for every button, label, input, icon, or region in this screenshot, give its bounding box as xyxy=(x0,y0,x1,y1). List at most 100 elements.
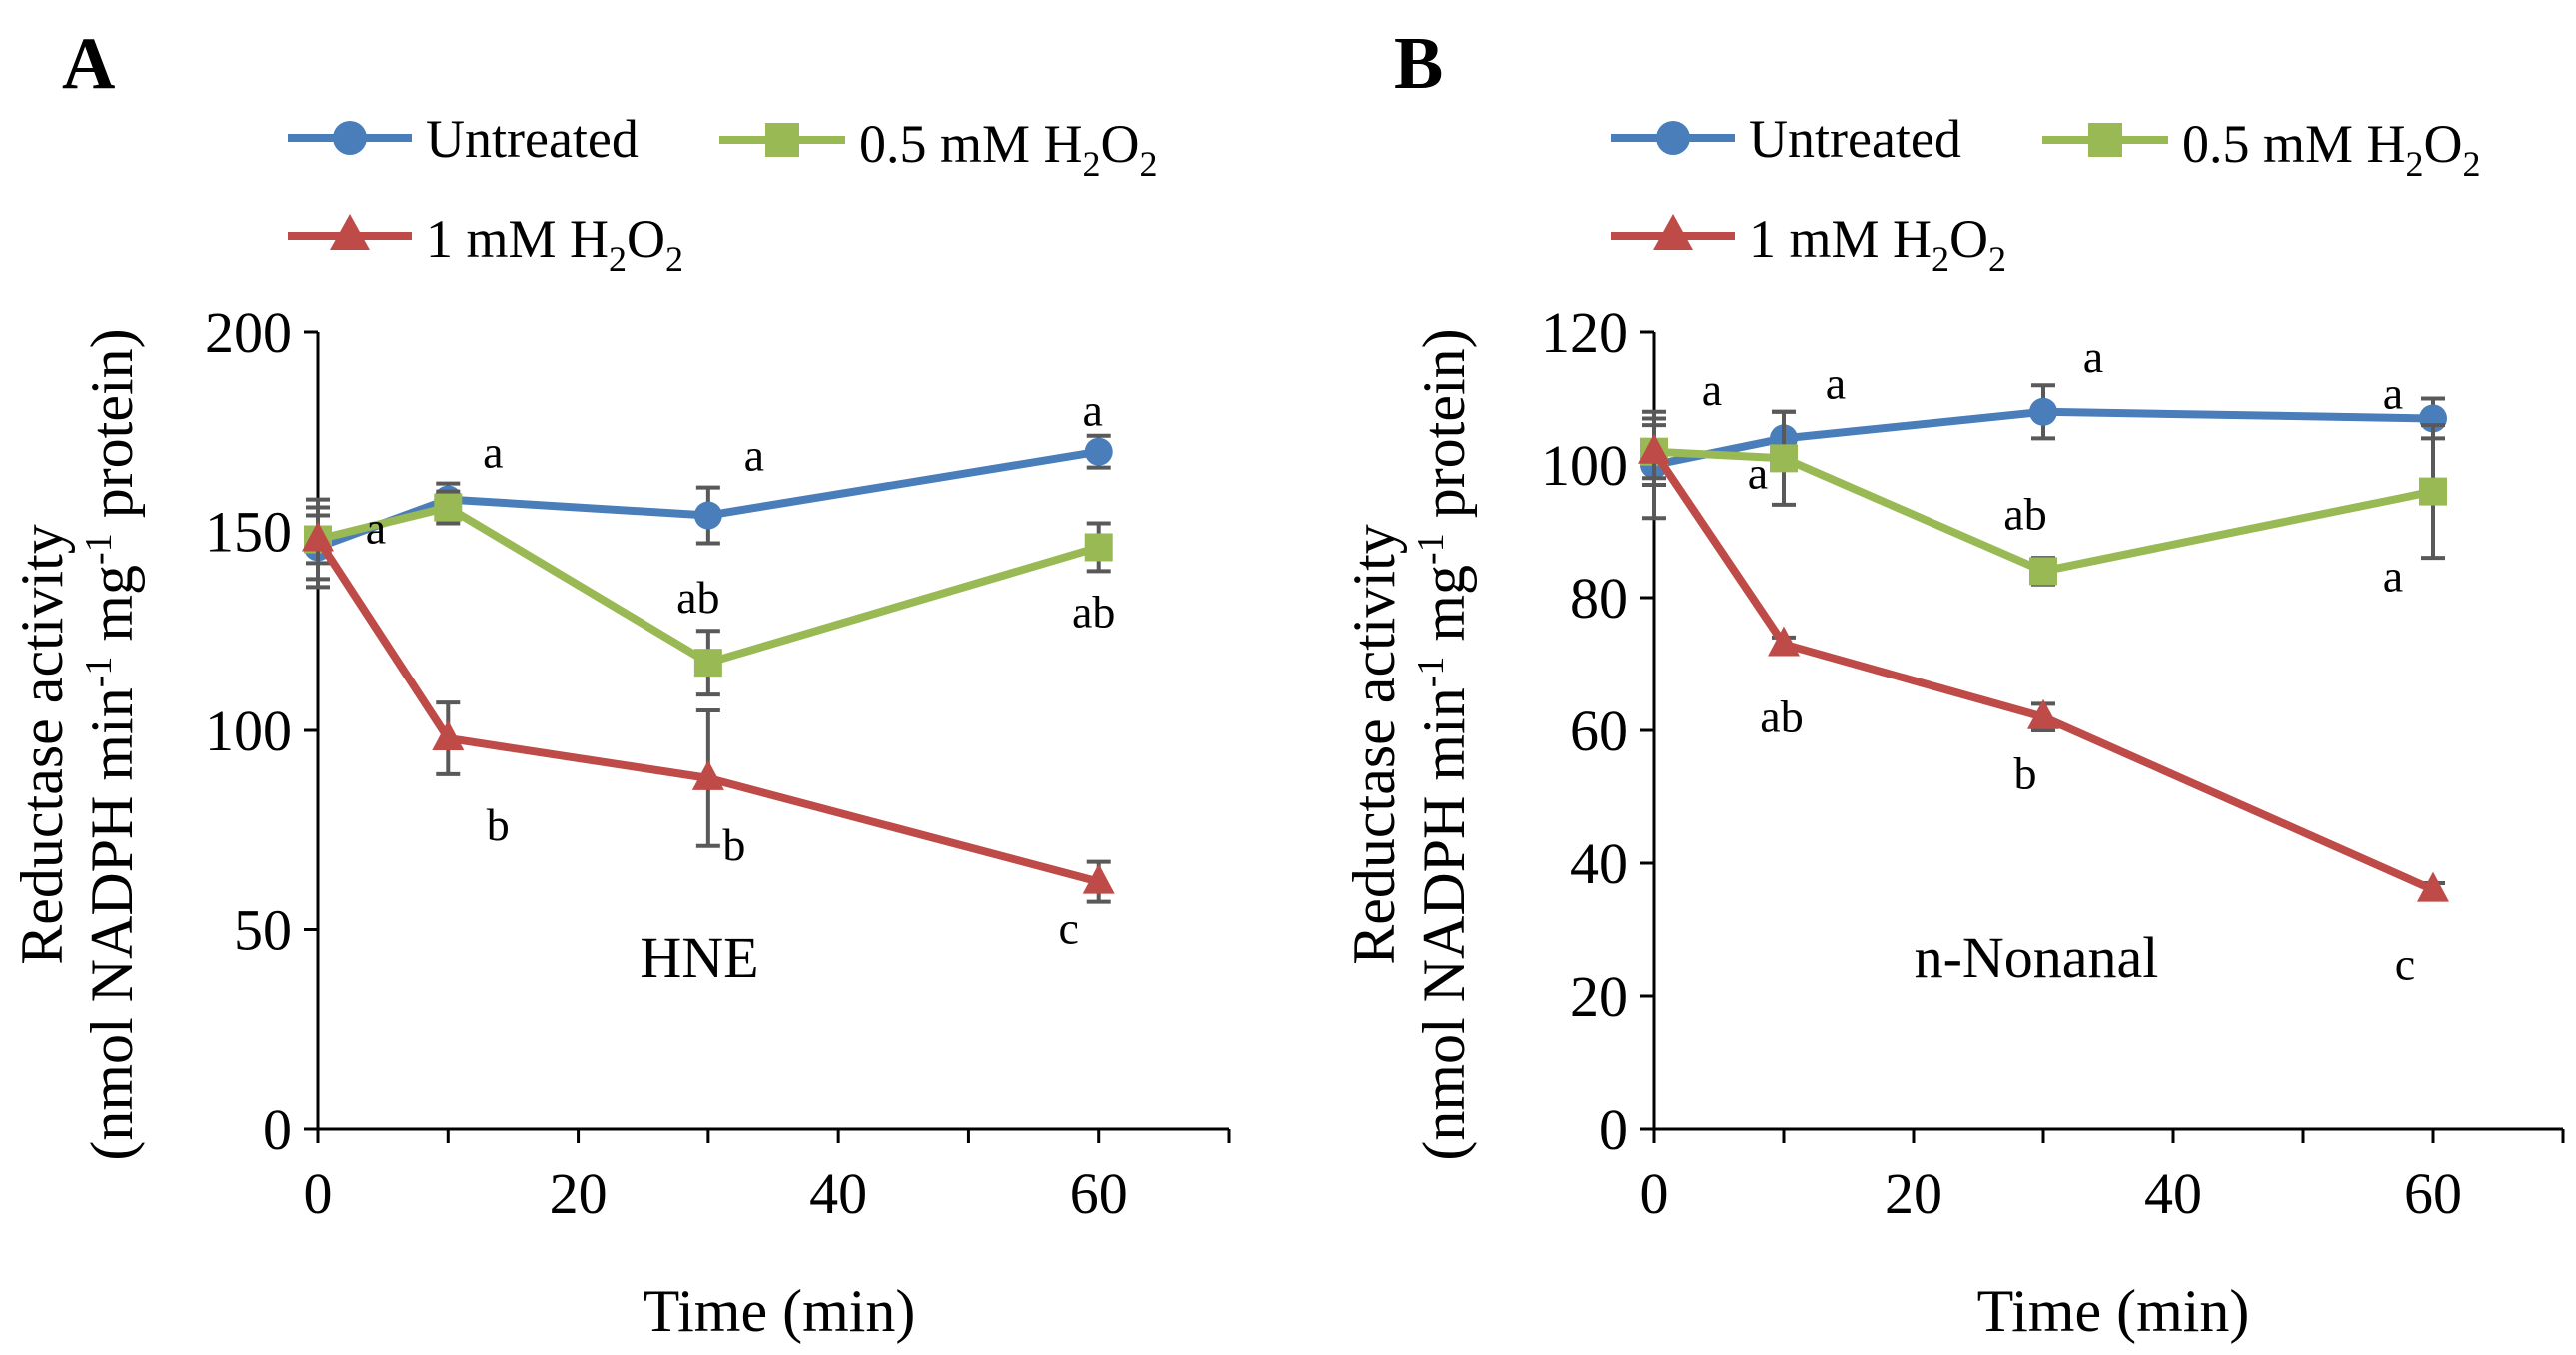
panel-a-point xyxy=(434,493,463,522)
panel-a-significance-label: a xyxy=(483,427,503,478)
panel-a-x-tick-label: 60 xyxy=(1070,1161,1128,1226)
panel-a: A Untreated 0.5 mM H2O2 1 mM H2O2 Reduct… xyxy=(9,23,1231,1344)
panel-a-y-tick-label: 200 xyxy=(205,300,292,365)
panel-a-significance-label: a xyxy=(366,502,386,553)
svg-text:1 mM H2O2: 1 mM H2O2 xyxy=(426,209,683,279)
panel-b-significance-label: c xyxy=(2395,939,2415,990)
panel-b-point xyxy=(1768,626,1800,657)
panel-a-significance-label: b xyxy=(722,819,745,870)
panel-a-significance-label: c xyxy=(1059,903,1079,954)
legend-square-icon xyxy=(765,123,799,157)
panel-a-series-line xyxy=(314,537,1100,886)
legend-0-5mm-h2o2-b: 0.5 mM H2O2 xyxy=(2042,114,2481,184)
panel-b-y-tick-label: 100 xyxy=(1541,433,1628,498)
panel-b-y-tick-label: 120 xyxy=(1541,300,1628,365)
panel-a-series-0: a a a xyxy=(304,385,1113,590)
panel-b-significance-label: a xyxy=(2383,367,2403,418)
panel-b-point xyxy=(1770,444,1798,473)
panel-a-x-axis-title: Time (min) xyxy=(644,1278,916,1344)
panel-a-point xyxy=(1082,863,1115,894)
svg-text:Untreated: Untreated xyxy=(1749,109,1961,169)
panel-b-significance-label: a xyxy=(2383,551,2403,602)
panel-a-series-2: b b c xyxy=(302,497,1115,954)
panel-a-significance-label: a xyxy=(1083,385,1103,436)
panel-a-point xyxy=(691,759,724,790)
svg-text:Untreated: Untreated xyxy=(426,109,639,169)
legend-untreated: Untreated xyxy=(288,109,639,169)
legend-untreated-b: Untreated xyxy=(1611,109,1961,169)
svg-text:1 mM H2O2: 1 mM H2O2 xyxy=(1749,209,2006,279)
panel-b-significance-label: ab xyxy=(1760,691,1803,742)
panel-b-x-axis-title: Time (min) xyxy=(1977,1278,2250,1344)
panel-a-plot-area: 0 50 100 150 200 0 20 40 60 a a a a ab ab b b c xyxy=(205,300,1231,1226)
panel-b-letter: B xyxy=(1394,23,1443,105)
panel-a-significance-label: ab xyxy=(1072,586,1115,637)
panel-b-series-2: ab b c xyxy=(1638,416,2449,990)
panel-b-x-tick-label: 0 xyxy=(1640,1161,1669,1226)
svg-text:(nmol NADPH min-1 mg-1 protein: (nmol NADPH min-1 mg-1 protein) xyxy=(1410,328,1477,1160)
panel-b-significance-label: a xyxy=(1748,447,1768,498)
panel-b-y-axis-title: Reductase activity (nmol NADPH min-1 mg-… xyxy=(1341,328,1477,1160)
panel-b-y-tick-label: 40 xyxy=(1570,831,1628,896)
panel-b-significance-label: a xyxy=(2083,331,2103,382)
panel-a-y-tick-label: 50 xyxy=(234,898,292,963)
panel-b-x-tick-label: 60 xyxy=(2404,1161,2462,1226)
svg-text:(nmol NADPH min-1 mg-1 protein: (nmol NADPH min-1 mg-1 protein) xyxy=(78,328,145,1160)
panel-b-significance-label: a xyxy=(1826,357,1846,408)
legend-triangle-icon xyxy=(330,214,370,250)
panel-b-point xyxy=(2417,871,2449,902)
legend-triangle-icon xyxy=(1653,214,1693,250)
panel-a-point xyxy=(693,649,722,678)
panel-a-y-axis-title: Reductase activity (nmol NADPH min-1 mg-… xyxy=(9,328,145,1160)
panel-b-series-line xyxy=(1650,449,2435,894)
panel-a-x-tick-label: 0 xyxy=(304,1161,333,1226)
panel-b-y-tick-label: 80 xyxy=(1570,566,1628,631)
panel-b-significance-label: a xyxy=(1702,364,1722,415)
legend-0-5mm-h2o2: 0.5 mM H2O2 xyxy=(719,114,1158,184)
panel-b-y-tick-label: 0 xyxy=(1599,1097,1628,1162)
legend-circle-icon xyxy=(333,121,367,155)
panel-a-legend: Untreated 0.5 mM H2O2 1 mM H2O2 xyxy=(288,109,1158,279)
panel-a-series-line xyxy=(317,503,1100,668)
panel-b-point xyxy=(2029,397,2057,426)
panel-a-point xyxy=(1084,533,1113,562)
panel-a-point xyxy=(1084,437,1113,466)
panel-a-letter: A xyxy=(62,23,115,105)
panel-b-legend: Untreated 0.5 mM H2O2 1 mM H2O2 xyxy=(1611,109,2481,279)
panel-b-point xyxy=(2419,477,2447,506)
panel-a-y-tick-label: 0 xyxy=(263,1097,292,1162)
panel-b: B Untreated 0.5 mM H2O2 1 mM H2O2 Reduct… xyxy=(1341,23,2565,1344)
panel-b-significance-label: ab xyxy=(2003,488,2046,539)
svg-text:Reductase activity: Reductase activity xyxy=(9,524,75,965)
panel-b-x-tick-label: 40 xyxy=(2144,1161,2202,1226)
svg-text:0.5 mM H2O2: 0.5 mM H2O2 xyxy=(859,114,1158,184)
panel-a-point xyxy=(693,501,722,530)
panel-a-significance-label: ab xyxy=(676,572,719,623)
svg-text:0.5 mM H2O2: 0.5 mM H2O2 xyxy=(2182,114,2481,184)
panel-b-series-line xyxy=(1653,447,2434,576)
panel-a-point xyxy=(432,719,465,750)
panel-a-point xyxy=(302,521,334,552)
panel-b-point xyxy=(2027,698,2059,729)
panel-b-x-tick-label: 20 xyxy=(1885,1161,1942,1226)
legend-1mm-h2o2-b: 1 mM H2O2 xyxy=(1611,209,2006,279)
panel-b-significance-label: b xyxy=(2014,748,2037,799)
panel-a-y-tick-label: 150 xyxy=(205,500,292,565)
panel-a-x-tick-label: 40 xyxy=(809,1161,867,1226)
panel-a-y-tick-label: 100 xyxy=(205,698,292,763)
panel-a-significance-label: a xyxy=(744,430,764,481)
legend-square-icon xyxy=(2088,123,2122,157)
panel-b-y-tick-label: 60 xyxy=(1570,698,1628,763)
panel-a-x-tick-label: 20 xyxy=(550,1161,608,1226)
legend-circle-icon xyxy=(1656,121,1690,155)
panel-a-significance-label: b xyxy=(487,799,510,850)
panel-b-point xyxy=(1638,433,1670,464)
legend-1mm-h2o2: 1 mM H2O2 xyxy=(288,209,683,279)
panel-a-inner-label: HNE xyxy=(640,925,758,990)
panel-b-point xyxy=(2029,557,2057,586)
svg-text:Reductase activity: Reductase activity xyxy=(1341,524,1407,965)
panel-b-inner-label: n-Nonanal xyxy=(1915,925,2159,990)
panel-b-y-tick-label: 20 xyxy=(1570,964,1628,1029)
